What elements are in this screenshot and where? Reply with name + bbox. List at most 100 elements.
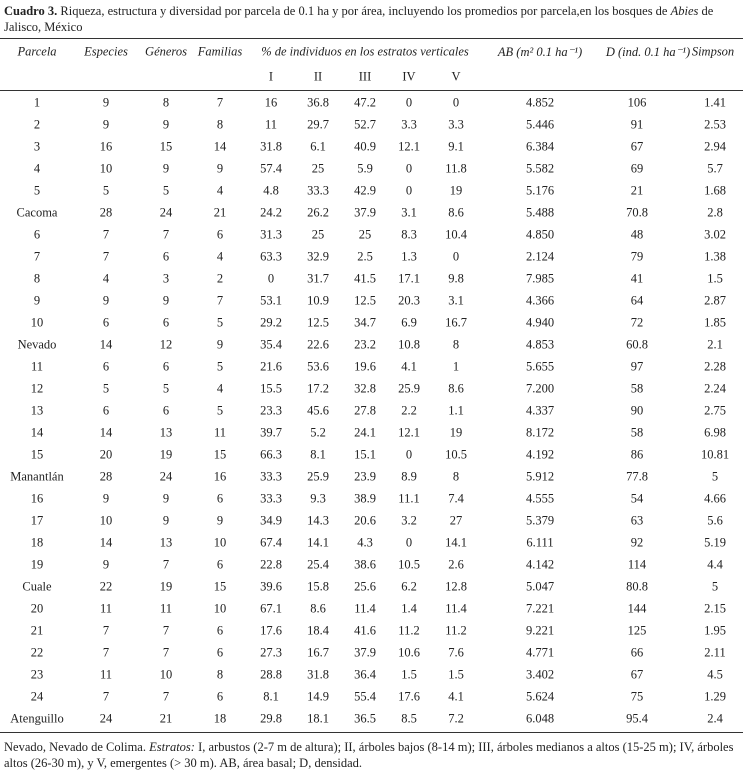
table-cell: 9 — [102, 491, 110, 506]
table-cell: 9 — [162, 293, 170, 308]
table-cell: 14 — [99, 337, 113, 352]
table-cell: 1 — [452, 359, 460, 374]
table-cell: 7 — [162, 645, 170, 660]
table-cell: 11 — [99, 601, 113, 616]
column-header: Especies — [84, 44, 128, 59]
table-cell: 8.172 — [525, 425, 555, 440]
table-cell: 38.9 — [354, 491, 376, 506]
table-cell: 25 — [358, 227, 372, 242]
table-cell: 7 — [162, 227, 170, 242]
table-cell: 60.8 — [626, 337, 648, 352]
table-cell: 41 — [630, 271, 644, 286]
table-cell: 4.366 — [525, 293, 555, 308]
table-cell: 2.75 — [704, 403, 726, 418]
table-cell: 9 — [102, 117, 110, 132]
column-header: Géneros — [145, 44, 187, 59]
table-cell: 5.624 — [525, 689, 555, 704]
table-cell: 6 — [102, 315, 110, 330]
table-cell: 6 — [33, 227, 41, 242]
table-cell: 14.9 — [307, 689, 329, 704]
table-cell: 5.582 — [525, 161, 555, 176]
table-cell: 0 — [405, 161, 413, 176]
table-cell: 97 — [630, 359, 644, 374]
table-cell: 39.7 — [260, 425, 282, 440]
table-cell: 7 — [33, 249, 41, 264]
table-cell: 77.8 — [626, 469, 648, 484]
table-cell: 5 — [162, 381, 170, 396]
table-cell: 5.488 — [525, 205, 555, 220]
table-cell: 37.9 — [354, 645, 376, 660]
header-rule — [0, 90, 743, 91]
table-cell: 32.8 — [354, 381, 376, 396]
table-cell: 1.85 — [704, 315, 726, 330]
table-cell: 38.6 — [354, 557, 376, 572]
table-cell: 70.8 — [626, 205, 648, 220]
table-cell: 28 — [99, 469, 113, 484]
table-cell: 3 — [162, 271, 170, 286]
stratum-header: III — [358, 69, 372, 84]
caption-label: Cuadro 3. — [4, 4, 58, 18]
column-header: D (ind. 0.1 ha⁻¹) — [605, 45, 691, 59]
table-cell: 7 — [216, 95, 224, 110]
table-cell: 5.446 — [525, 117, 555, 132]
caption-end: de Jalisco, México — [4, 4, 714, 34]
table-cell: Cuale — [22, 579, 52, 594]
table-cell: 75 — [630, 689, 644, 704]
table-cell: 21 — [213, 205, 227, 220]
table-cell: 8.1 — [263, 689, 279, 704]
table-cell: 6.048 — [525, 711, 555, 726]
table-cell: 1.68 — [704, 183, 726, 198]
table-cell: 25.6 — [354, 579, 376, 594]
column-header: AB (m² 0.1 ha⁻¹) — [497, 45, 583, 59]
table-cell: 29.2 — [260, 315, 282, 330]
table-cell: 7 — [102, 689, 110, 704]
table-cell: 10 — [99, 161, 113, 176]
table-cell: 25 — [311, 227, 325, 242]
table-cell: 17.1 — [398, 271, 420, 286]
table-cell: 5 — [711, 579, 719, 594]
table-cell: 8.1 — [310, 447, 326, 462]
table-cell: 7 — [162, 557, 170, 572]
table-cell: 80.8 — [626, 579, 648, 594]
table-cell: 15 — [213, 579, 227, 594]
table-cell: 5 — [711, 469, 719, 484]
table-cell: 19 — [449, 425, 463, 440]
table-cell: 10 — [99, 513, 113, 528]
table-cell: 3.3 — [448, 117, 464, 132]
table-cell: 22.8 — [260, 557, 282, 572]
table-cell: 28.8 — [260, 667, 282, 682]
table-cell: 10 — [213, 535, 227, 550]
table-cell: 20.6 — [354, 513, 376, 528]
stratum-header: V — [451, 69, 461, 84]
table-cell: Atenguillo — [10, 711, 64, 726]
table-cell: 54 — [630, 491, 644, 506]
table-cell: 7.4 — [448, 491, 464, 506]
table-cell: 57.4 — [260, 161, 282, 176]
table-cell: 15 — [30, 447, 44, 462]
table-cell: 3.2 — [401, 513, 417, 528]
table-cell: Cacoma — [16, 205, 58, 220]
table-cell: 17.2 — [307, 381, 329, 396]
table-cell: 4.555 — [525, 491, 555, 506]
table-cell: 24.1 — [354, 425, 376, 440]
table-cell: 41.5 — [354, 271, 376, 286]
table-cell: 12 — [30, 381, 44, 396]
bottom-rule — [0, 732, 743, 733]
table-cell: 7.2 — [448, 711, 464, 726]
table-cell: 6 — [162, 315, 170, 330]
table-cell: 11 — [213, 425, 227, 440]
table-cell: 3.02 — [704, 227, 726, 242]
table-cell: 1.5 — [707, 271, 723, 286]
table-cell: 2.94 — [704, 139, 726, 154]
table-cell: 9.3 — [310, 491, 326, 506]
table-cell: 11.8 — [445, 161, 467, 176]
table-cell: 24 — [159, 469, 173, 484]
table-cell: 95.4 — [626, 711, 648, 726]
table-cell: 1.41 — [704, 95, 726, 110]
table-cell: 16 — [30, 491, 44, 506]
table-cell: 6.98 — [704, 425, 726, 440]
table-cell: 34.9 — [260, 513, 282, 528]
table-cell: 4.853 — [525, 337, 555, 352]
table-cell: 92 — [630, 535, 644, 550]
table-cell: 16.7 — [307, 645, 329, 660]
